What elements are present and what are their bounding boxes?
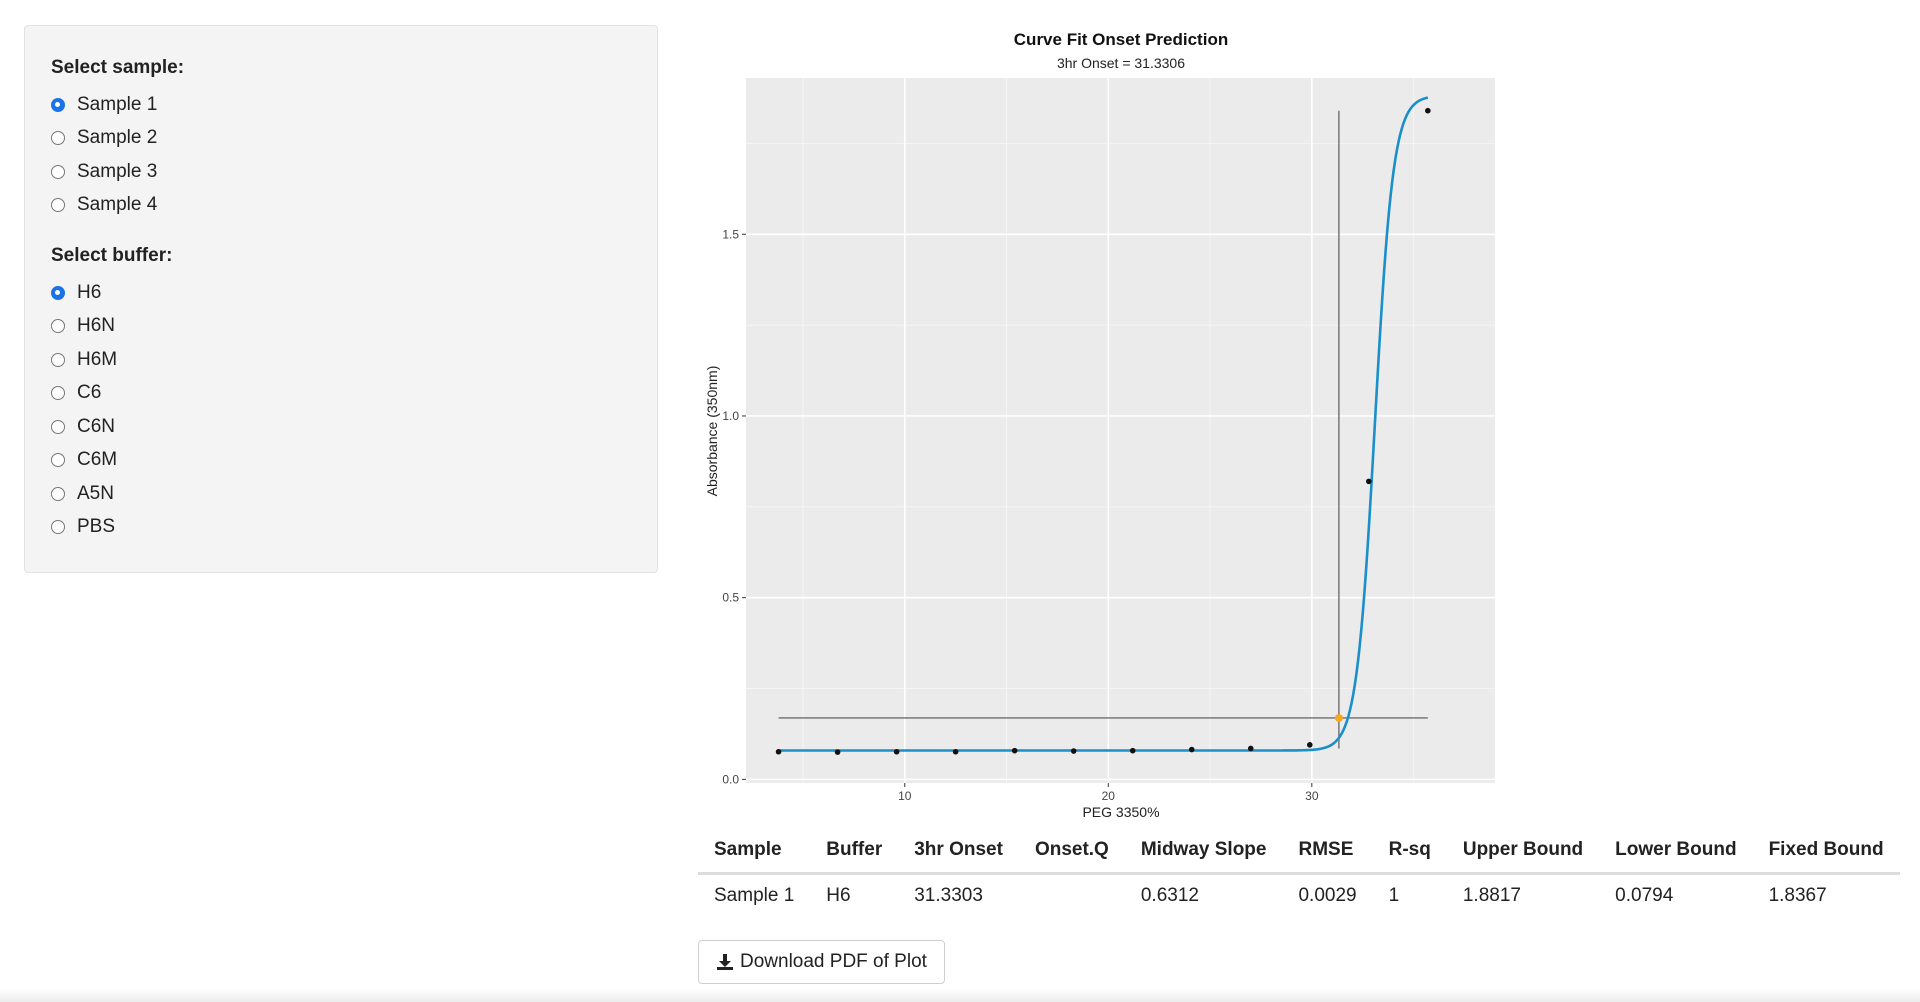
table-cell: 0.0794 [1615, 885, 1674, 906]
bottom-shadow [0, 988, 1920, 1002]
y-tick-label: 0.0 [722, 772, 739, 786]
column-header: Midway Slope [1124, 828, 1283, 875]
buffer-option-label: H6M [77, 348, 118, 370]
buffer-radio-button[interactable] [51, 285, 65, 300]
chart-title: Curve Fit Onset Prediction [1014, 30, 1228, 49]
sample-radio-button[interactable] [51, 131, 65, 146]
buffer-radio-group: H6 H6N H6M C6 C6N C6M A5N PBS [51, 276, 657, 544]
buffer-radio-button[interactable] [51, 453, 65, 468]
column-header: Onset.Q [1018, 828, 1125, 875]
buffer-option-label: H6N [77, 315, 116, 337]
buffer-option[interactable]: H6M [51, 343, 657, 377]
buffer-option-label: C6 [77, 382, 102, 404]
table-cell: 1 [1388, 885, 1400, 906]
results-table: Sample Buffer 3hr Onset Onset.Q Midway Slope… [698, 828, 1900, 917]
buffer-option[interactable]: C6N [51, 410, 657, 444]
buffer-radio-button[interactable] [51, 486, 65, 501]
buffer-radio-button[interactable] [51, 520, 65, 535]
data-point [1188, 746, 1195, 753]
onset-plot: 10 20 30 0.0 0.5 1.0 1.5 Curve Fit Onset Predic… [698, 18, 1498, 826]
column-header: 3hr Onset [898, 828, 1019, 875]
data-point [1366, 478, 1372, 485]
sample-option-label: Sample 1 [77, 93, 158, 115]
y-tick-label: 1.0 [722, 409, 739, 423]
column-header: RMSE [1282, 828, 1373, 875]
buffer-option[interactable]: A5N [51, 477, 657, 511]
y-tick-label: 1.5 [722, 227, 739, 241]
data-point [1070, 748, 1077, 754]
results-header-row: Sample Buffer 3hr Onset Onset.Q Midway Slope… [698, 828, 1900, 875]
buffer-option-label: PBS [77, 516, 116, 538]
sample-option-label: Sample 2 [77, 127, 158, 149]
sample-radio-button[interactable] [51, 198, 65, 213]
data-point [1247, 745, 1254, 752]
buffer-option-label: H6 [77, 281, 102, 303]
buffer-option[interactable]: H6N [51, 310, 657, 344]
x-tick-label: 10 [898, 789, 912, 803]
column-header: Lower Bound [1599, 828, 1753, 875]
plot-panel [746, 78, 1495, 783]
buffer-option[interactable]: H6 [51, 276, 657, 310]
onset-point [1334, 713, 1343, 722]
buffer-option[interactable]: C6 [51, 377, 657, 411]
table-cell: 31.3303 [914, 885, 983, 906]
data-point [1129, 747, 1136, 754]
data-point [1011, 747, 1018, 754]
column-header: R-sq [1372, 828, 1447, 875]
buffer-radio-button[interactable] [51, 319, 65, 334]
buffer-option-label: C6N [77, 415, 116, 437]
column-header: Upper Bound [1446, 828, 1600, 875]
table-cell [1019, 874, 1125, 918]
table-cell: Sample 1 [714, 885, 795, 906]
column-header: Fixed Bound [1752, 828, 1900, 875]
chart-subtitle: 3hr Onset = 31.3306 [1057, 55, 1185, 71]
data-point [1306, 742, 1313, 748]
sample-option[interactable]: Sample 2 [51, 122, 657, 156]
download-button-label: Download PDF of Plot [740, 951, 927, 972]
buffer-radio-button[interactable] [51, 352, 65, 367]
buffer-option-label: C6M [77, 449, 118, 471]
buffer-radio-button[interactable] [51, 386, 65, 401]
buffer-option-label: A5N [77, 482, 114, 504]
data-point [893, 748, 900, 755]
sample-group-label: Select sample: [51, 57, 185, 78]
download-pdf-button[interactable]: Download PDF of Plot [698, 940, 945, 984]
sample-option-label: Sample 4 [77, 194, 158, 216]
sample-option[interactable]: Sample 3 [51, 155, 657, 189]
buffer-option[interactable]: PBS [51, 511, 657, 545]
y-axis-label: Absorbance (350nm) [704, 366, 720, 497]
table-cell: 1.8817 [1462, 885, 1521, 906]
curve-fit-chart: 10 20 30 0.0 0.5 1.0 1.5 Curve Fit Onset Predic… [704, 30, 1495, 820]
data-point [952, 748, 959, 755]
table-cell: 1.8367 [1768, 885, 1827, 906]
sample-option[interactable]: Sample 4 [51, 189, 657, 223]
column-header: Buffer [810, 828, 899, 875]
sample-option[interactable]: Sample 1 [51, 88, 657, 122]
data-point [1425, 107, 1431, 114]
download-icon [717, 954, 733, 970]
x-axis-label: PEG 3350% [1082, 804, 1159, 820]
sample-radio-button[interactable] [51, 164, 65, 179]
table-cell: 0.6312 [1140, 885, 1199, 906]
buffer-group-label: Select buffer: [51, 245, 173, 266]
table-cell: 0.0029 [1298, 885, 1357, 906]
buffer-option[interactable]: C6M [51, 444, 657, 478]
y-tick-label: 0.5 [722, 591, 739, 605]
x-tick-label: 30 [1305, 789, 1319, 803]
sample-option-label: Sample 3 [77, 160, 158, 182]
data-point [834, 749, 841, 755]
fit-curve [778, 96, 1429, 752]
table-cell: H6 [826, 885, 851, 906]
sample-radio-button[interactable] [51, 97, 65, 112]
table-row: Sample 1 H6 31.3303 0.6312 0.0029 1 1.8817 0.07… [698, 874, 1900, 918]
column-header: Sample [698, 828, 811, 875]
buffer-radio-button[interactable] [51, 419, 65, 434]
sample-radio-group: Sample 1 Sample 2 Sample 3 Sample 4 [51, 88, 657, 222]
data-point [775, 748, 782, 755]
x-tick-label: 20 [1102, 789, 1116, 803]
